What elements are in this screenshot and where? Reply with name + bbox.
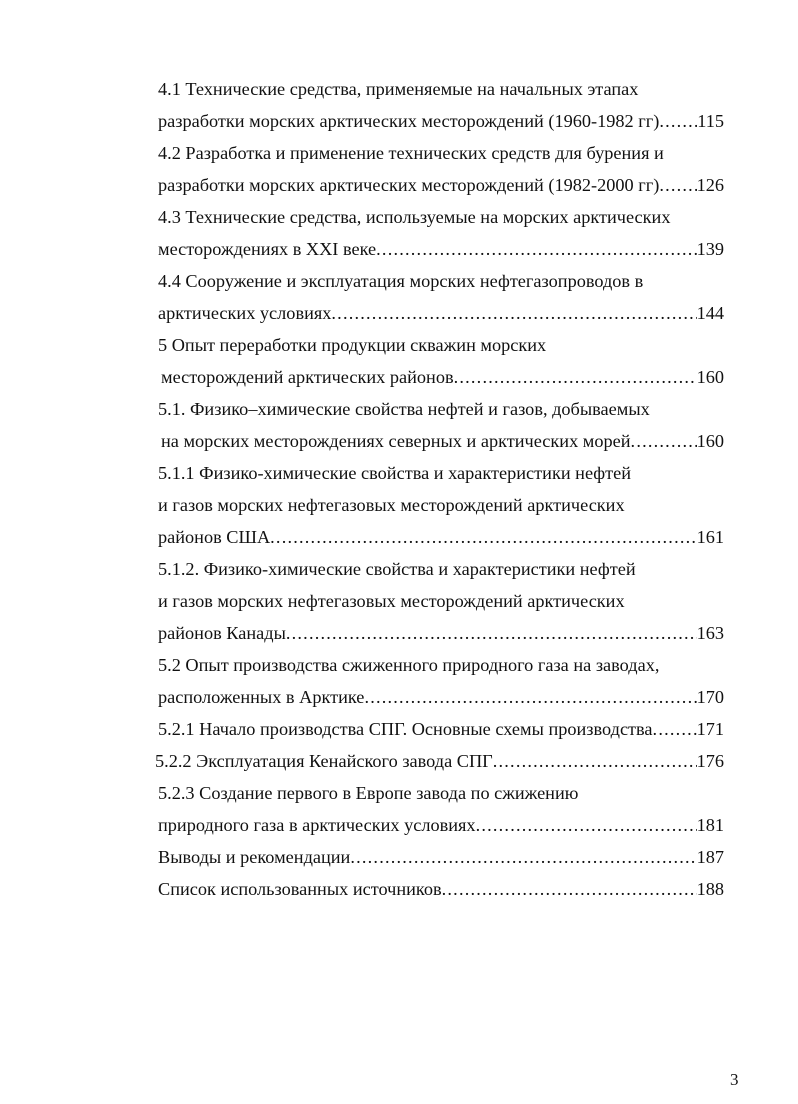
toc-line: районов США 161	[158, 524, 724, 556]
toc-line: месторождений арктических районов 160	[158, 364, 724, 396]
toc-line: 5.2 Опыт производства сжиженного природн…	[158, 652, 724, 684]
dot-leader	[493, 748, 697, 780]
toc-line: разработки морских арктических месторожд…	[158, 108, 724, 140]
toc-entry-text: и газов морских нефтегазовых месторожден…	[158, 495, 625, 515]
toc-entry-text: 4.2 Разработка и применение технических …	[158, 143, 664, 163]
toc-entry-text: природного газа в арктических условиях	[158, 815, 476, 835]
toc-line: 5.1.1 Физико-химические свойства и харак…	[158, 460, 724, 492]
dot-leader	[454, 364, 697, 396]
toc-entry-text: 4.1 Технические средства, применяемые на…	[158, 79, 639, 99]
dot-leader	[653, 716, 697, 748]
toc-page-number: 188	[696, 879, 724, 899]
toc-line: районов Канады 163	[158, 620, 724, 652]
toc-line: на морских месторождениях северных и арк…	[158, 428, 724, 460]
dot-leader	[659, 108, 697, 140]
dot-leader	[476, 812, 697, 844]
toc-line: Выводы и рекомендации 187	[158, 844, 724, 876]
toc-page-number: 139	[696, 239, 724, 259]
toc-line: 5 Опыт переработки продукции скважин мор…	[158, 332, 724, 364]
toc-entry-text: на морских месторождениях северных и арк…	[161, 431, 631, 451]
toc-line: месторождениях в XXI веке 139	[158, 236, 724, 268]
toc-page-number: 160	[696, 367, 724, 387]
toc-page-number: 171	[696, 719, 724, 739]
dot-leader	[364, 684, 696, 716]
toc-line: 5.1.2. Физико-химические свойства и хара…	[158, 556, 724, 588]
toc-entry-text: 5.1.1 Физико-химические свойства и харак…	[158, 463, 632, 483]
toc-line: 4.4 Сооружение и эксплуатация морских не…	[158, 268, 724, 300]
toc-entry-text: разработки морских арктических месторожд…	[158, 111, 660, 131]
toc-line: Список использованных источников 188	[158, 876, 724, 908]
toc-entry-text: 4.3 Технические средства, используемые н…	[158, 207, 671, 227]
toc-entry-text: Выводы и рекомендации	[158, 847, 351, 867]
toc-entry-text: 4.4 Сооружение и эксплуатация морских не…	[158, 271, 644, 291]
toc-page-number: 144	[696, 303, 724, 323]
toc-entry-text: расположенных в Арктике	[158, 687, 365, 707]
toc-page-number: 163	[696, 623, 724, 643]
toc-line: 4.2 Разработка и применение технических …	[158, 140, 724, 172]
dot-leader	[376, 236, 696, 268]
toc-page-number: 181	[696, 815, 724, 835]
toc-entry-text: районов Канады	[158, 623, 286, 643]
toc-entry-text: месторождениях в XXI веке	[158, 239, 377, 259]
toc-line: 5.2.1 Начало производства СПГ. Основные …	[158, 716, 724, 748]
toc-entry-text: арктических условиях	[158, 303, 332, 323]
toc-entry-text: разработки морских арктических месторожд…	[158, 175, 660, 195]
toc-entry-text: Список использованных источников	[158, 879, 442, 899]
toc-entry-text: 5.1.2. Физико-химические свойства и хара…	[158, 559, 636, 579]
dot-leader	[270, 524, 696, 556]
dot-leader	[631, 428, 697, 460]
toc-line: 4.3 Технические средства, используемые н…	[158, 204, 724, 236]
toc-line: и газов морских нефтегазовых месторожден…	[158, 492, 724, 524]
toc-line: 5.2.2 Эксплуатация Кенайского завода СПГ…	[155, 748, 724, 780]
toc-entry-text: 5 Опыт переработки продукции скважин мор…	[158, 335, 547, 355]
toc-page-number: 187	[696, 847, 724, 867]
table-of-contents: 4.1 Технические средства, применяемые на…	[155, 76, 724, 908]
toc-entry-text: 5.2 Опыт производства сжиженного природн…	[158, 655, 660, 675]
toc-line: разработки морских арктических месторожд…	[158, 172, 724, 204]
dot-leader	[350, 844, 696, 876]
toc-line: 5.1. Физико–химические свойства нефтей и…	[158, 396, 724, 428]
toc-entry-text: 5.2.2 Эксплуатация Кенайского завода СПГ	[155, 751, 493, 771]
toc-entry-text: и газов морских нефтегазовых месторожден…	[158, 591, 625, 611]
toc-page-number: 126	[696, 175, 724, 195]
dot-leader	[286, 620, 697, 652]
page-number: 3	[730, 1070, 739, 1089]
toc-entry-text: районов США	[158, 527, 271, 547]
toc-entry-text: месторождений арктических районов	[161, 367, 454, 387]
toc-page-number: 161	[696, 527, 724, 547]
toc-line: и газов морских нефтегазовых месторожден…	[158, 588, 724, 620]
dot-leader	[331, 300, 696, 332]
toc-page-number: 170	[696, 687, 724, 707]
toc-page-number: 160	[696, 431, 724, 451]
toc-line: природного газа в арктических условиях 18…	[158, 812, 724, 844]
dot-leader	[442, 876, 697, 908]
toc-page-number: 176	[696, 751, 724, 771]
toc-line: 4.1 Технические средства, применяемые на…	[158, 76, 724, 108]
toc-line: арктических условиях 144	[158, 300, 724, 332]
toc-line: расположенных в Арктике 170	[158, 684, 724, 716]
toc-line: 5.2.3 Создание первого в Европе завода п…	[158, 780, 724, 812]
toc-entry-text: 5.1. Физико–химические свойства нефтей и…	[158, 399, 650, 419]
dot-leader	[659, 172, 696, 204]
toc-page-number: 115	[697, 111, 724, 131]
toc-entry-text: 5.2.1 Начало производства СПГ. Основные …	[158, 719, 653, 739]
toc-entry-text: 5.2.3 Создание первого в Европе завода п…	[158, 783, 579, 803]
